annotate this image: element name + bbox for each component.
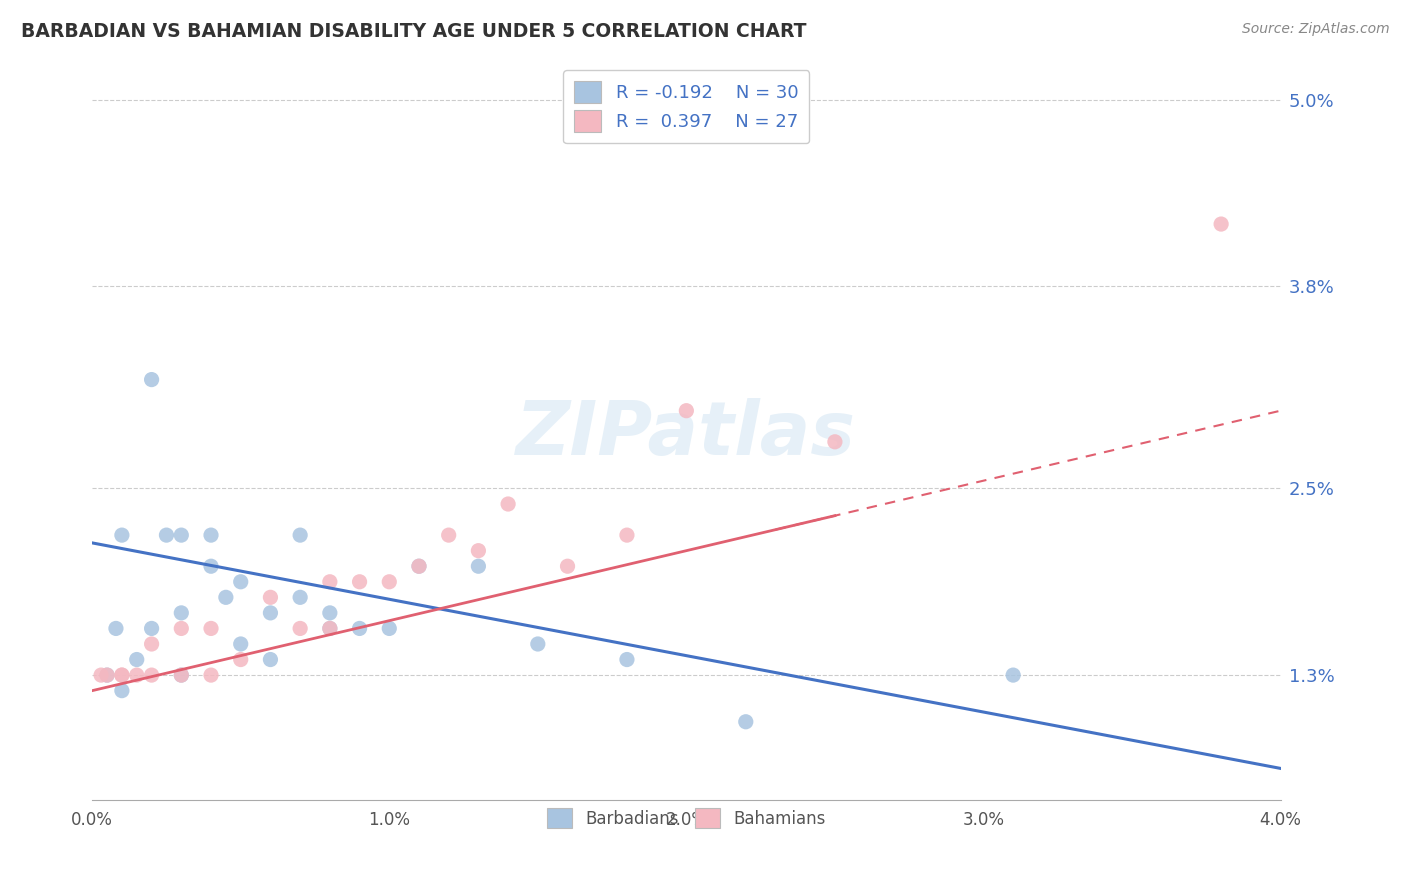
Point: [824, 434, 846, 449]
Point: [349, 574, 371, 589]
Point: [229, 652, 252, 666]
Point: [111, 668, 134, 682]
Point: [259, 591, 281, 605]
Point: [319, 606, 342, 620]
Point: [229, 637, 252, 651]
Point: [527, 637, 550, 651]
Point: [319, 622, 342, 636]
Point: [259, 606, 281, 620]
Point: [141, 637, 163, 651]
Point: [319, 622, 342, 636]
Point: [408, 559, 430, 574]
Point: [467, 559, 489, 574]
Point: [319, 574, 342, 589]
Point: [96, 668, 118, 682]
Point: [200, 622, 222, 636]
Point: [125, 668, 148, 682]
Point: [378, 574, 401, 589]
Point: [111, 683, 134, 698]
Point: [170, 622, 193, 636]
Point: [259, 652, 281, 666]
Point: [616, 652, 638, 666]
Point: [1002, 668, 1025, 682]
Point: [288, 528, 311, 542]
Point: [141, 373, 163, 387]
Point: [200, 528, 222, 542]
Point: [675, 403, 697, 417]
Text: ZIPatlas: ZIPatlas: [516, 398, 856, 470]
Point: [104, 622, 127, 636]
Point: [141, 622, 163, 636]
Text: BARBADIAN VS BAHAMIAN DISABILITY AGE UNDER 5 CORRELATION CHART: BARBADIAN VS BAHAMIAN DISABILITY AGE UND…: [21, 22, 807, 41]
Point: [170, 668, 193, 682]
Point: [90, 668, 112, 682]
Point: [170, 606, 193, 620]
Point: [288, 622, 311, 636]
Point: [616, 528, 638, 542]
Point: [288, 591, 311, 605]
Point: [378, 622, 401, 636]
Point: [170, 668, 193, 682]
Point: [349, 622, 371, 636]
Point: [229, 574, 252, 589]
Point: [496, 497, 519, 511]
Point: [467, 543, 489, 558]
Point: [141, 668, 163, 682]
Point: [111, 528, 134, 542]
Point: [557, 559, 579, 574]
Point: [155, 528, 177, 542]
Legend: Barbadians, Bahamians: Barbadians, Bahamians: [540, 801, 832, 835]
Point: [96, 668, 118, 682]
Text: Source: ZipAtlas.com: Source: ZipAtlas.com: [1241, 22, 1389, 37]
Point: [200, 668, 222, 682]
Point: [437, 528, 460, 542]
Point: [170, 528, 193, 542]
Point: [111, 668, 134, 682]
Point: [215, 591, 238, 605]
Point: [734, 714, 756, 729]
Point: [1211, 217, 1233, 231]
Point: [125, 652, 148, 666]
Point: [408, 559, 430, 574]
Point: [200, 559, 222, 574]
